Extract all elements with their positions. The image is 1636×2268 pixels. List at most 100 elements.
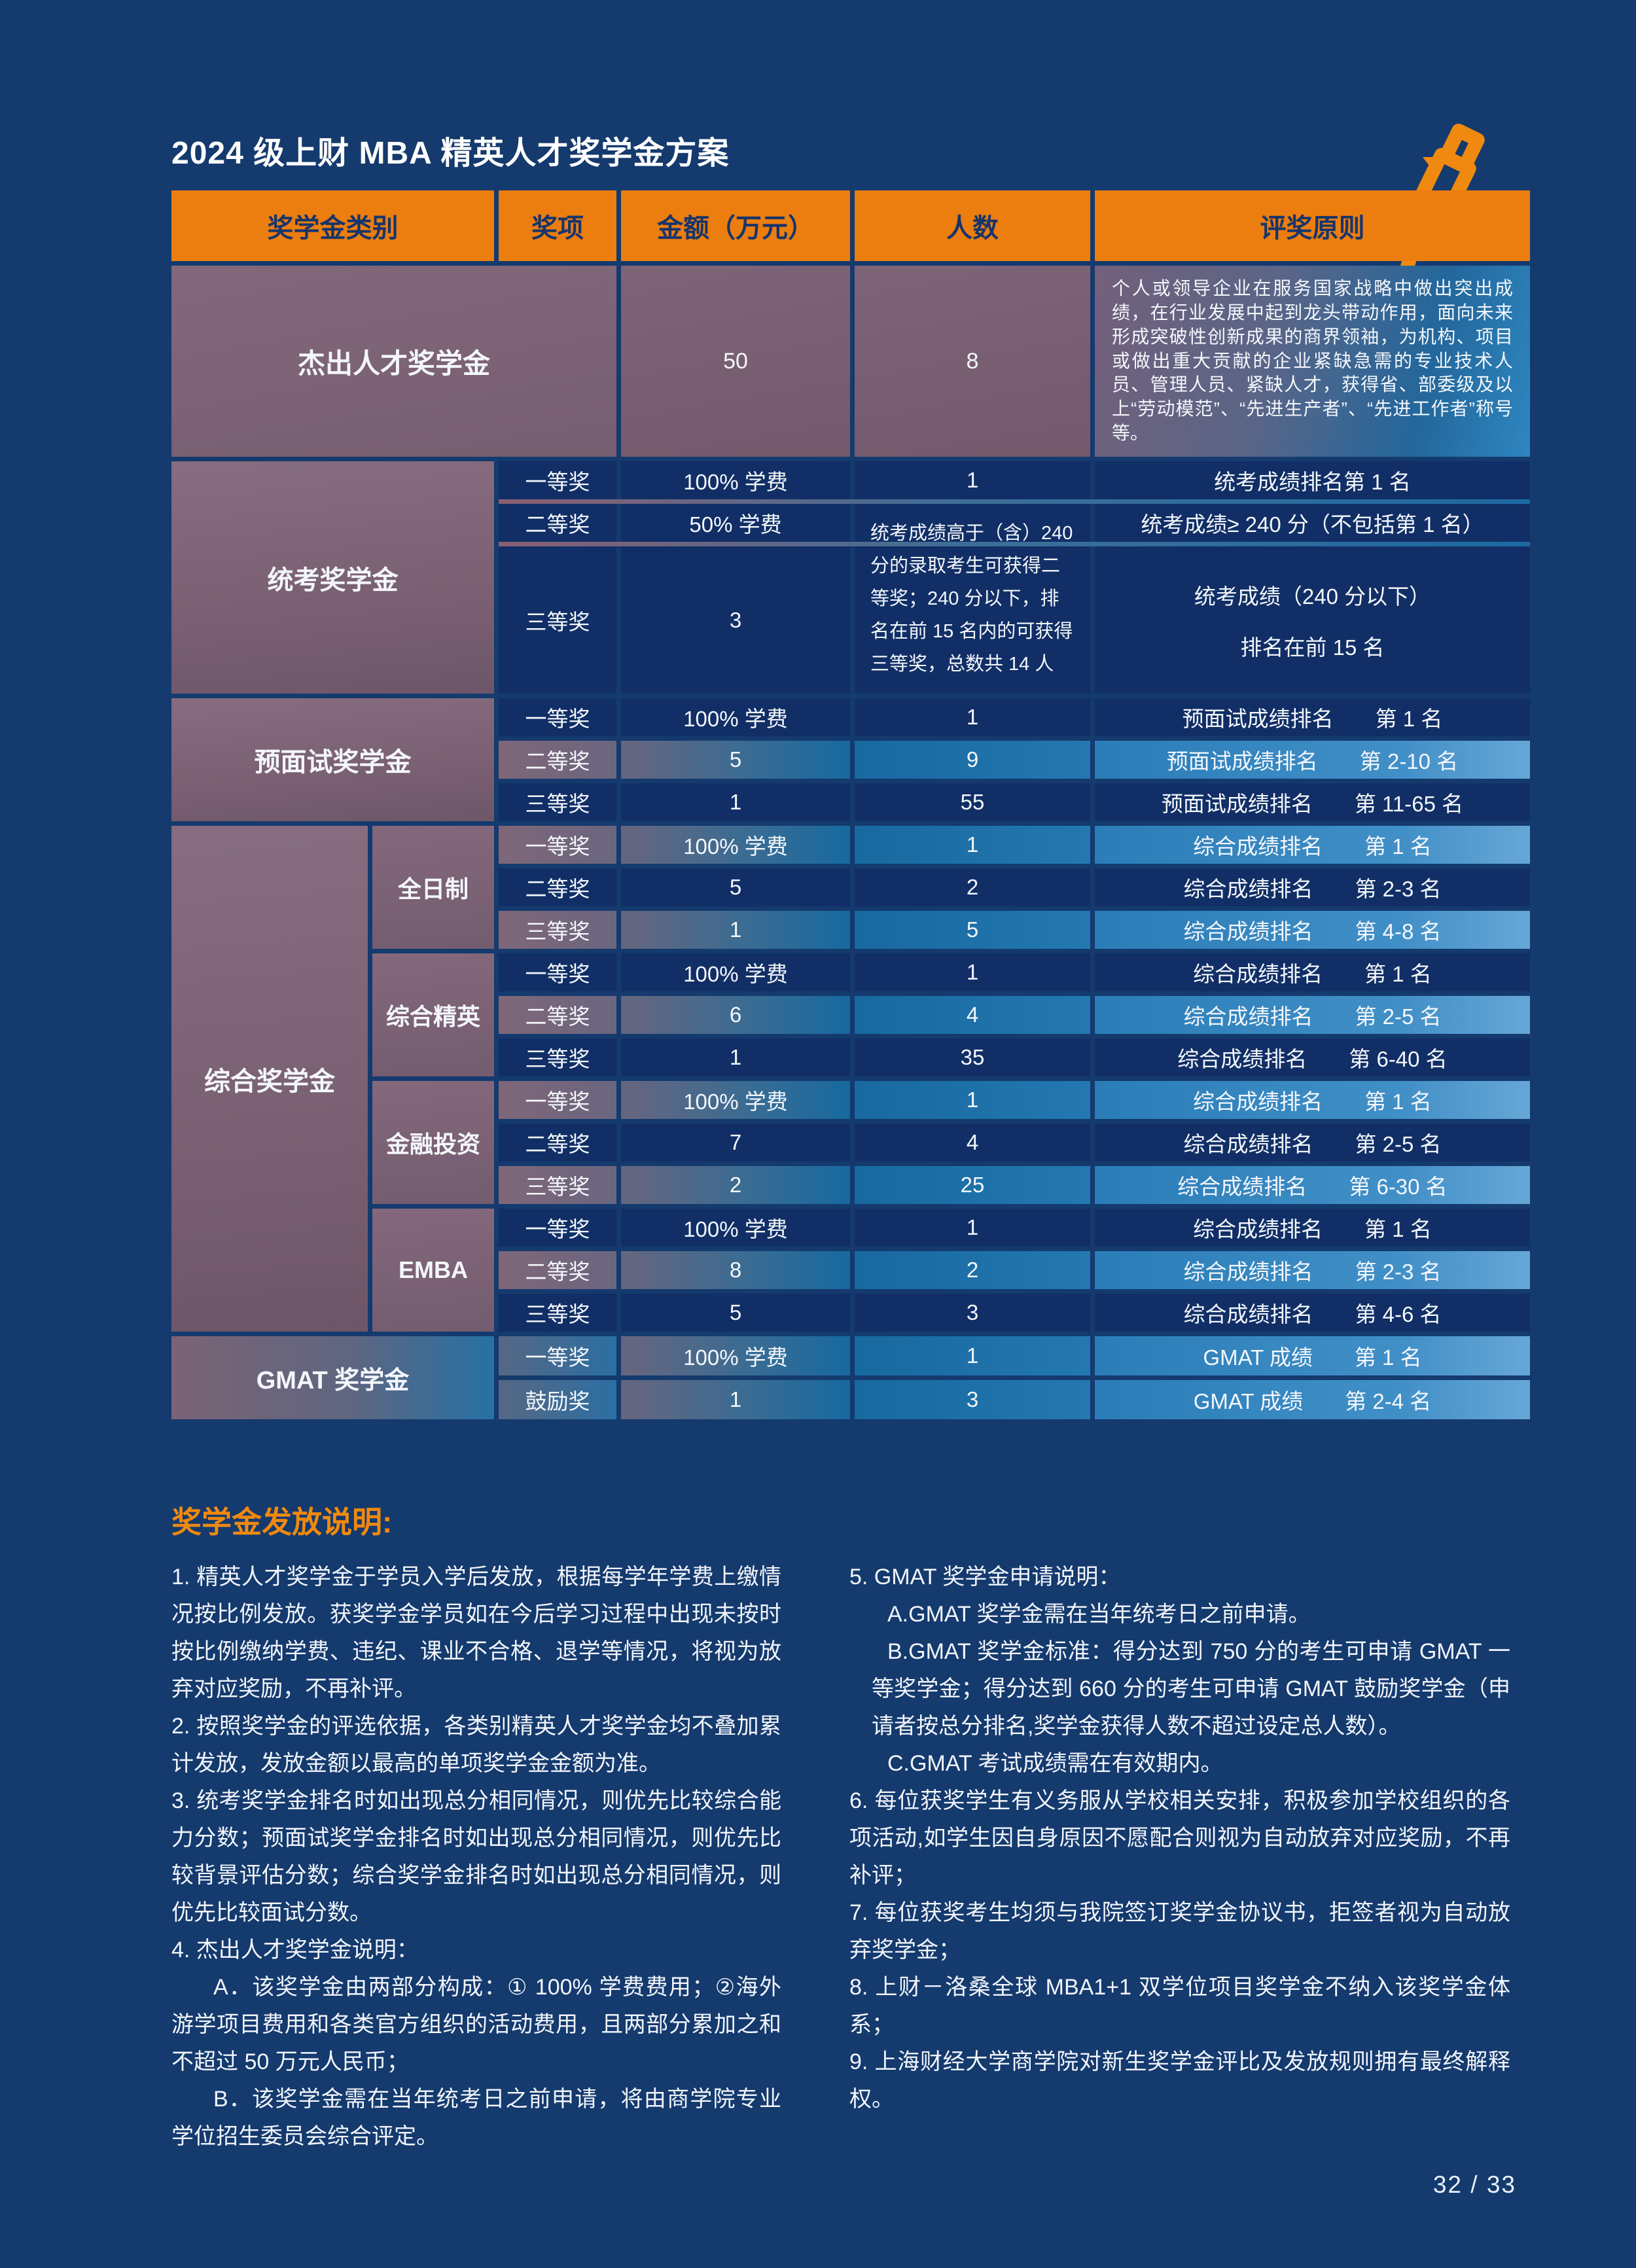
note-subitem: A．该奖学金由两部分构成：① 100% 学费费用；②海外游学项目费用和各类官方组… [171, 1975, 781, 2074]
prize-cell: 一等奖 [499, 1336, 616, 1375]
count-cell: 4 [855, 1124, 1090, 1161]
principle-cell: 统考成绩≥ 240 分（不包括第 1 名） [1095, 504, 1530, 542]
amount-cell: 1 [621, 1380, 850, 1419]
principle-cell: 综合成绩排名第 2-5 名 [1095, 1124, 1530, 1161]
note-item: 9. 上海财经大学商学院对新生奖学金评比及发放规则拥有最终解释权。 [849, 2049, 1510, 2112]
table-header-row: 奖学金类别 奖项 金额（万元） 人数 评奖原则 [171, 190, 1530, 261]
principle-cell: 预面试成绩排名第 2-10 名 [1095, 741, 1530, 779]
principle-cell: 综合成绩排名第 4-8 名 [1095, 911, 1530, 949]
notes-left-column: 1. 精英人才奖学金于学员入学后发放，根据每学年学费上缴情况按比例发放。获奖学金… [171, 1559, 781, 2155]
section-unified-exam: 统考奖学金 一等奖 100% 学费 1 统考成绩排名第 1 名 二等奖 50% … [171, 461, 1530, 694]
count-cell: 55 [855, 783, 1090, 821]
prize-cell: 三等奖 [499, 1166, 616, 1204]
amount-cell: 2 [621, 1166, 850, 1204]
count-cell: 1 [855, 953, 1090, 991]
prize-cell: 二等奖 [499, 996, 616, 1034]
amount-cell: 100% 学费 [621, 826, 850, 864]
count-cell: 2 [855, 868, 1090, 906]
note-item: 6. 每位获奖学生有义务服从学校相关安排，积极参加学校组织的各项活动,如学生因自… [849, 1788, 1510, 1888]
amount-cell: 6 [621, 996, 850, 1034]
note-item: 1. 精英人才奖学金于学员入学后发放，根据每学年学费上缴情况按比例发放。获奖学金… [171, 1565, 781, 1701]
principle-cell: 综合成绩排名第 1 名 [1095, 953, 1530, 991]
subcategory-label: EMBA [372, 1209, 494, 1332]
note-item: 2. 按照奖学金的评选依据，各类别精英人才奖学金均不叠加累计发放，发放金额以最高… [171, 1714, 781, 1776]
prize-cell: 三等奖 [499, 1038, 616, 1076]
prize-cell: 二等奖 [499, 1251, 616, 1289]
amount-cell: 100% 学费 [621, 1209, 850, 1247]
principle-cell: 个人或领导企业在服务国家战略中做出突出成绩，在行业发展中起到龙头带动作用，面向未… [1095, 266, 1530, 457]
amount-cell: 100% 学费 [621, 1336, 850, 1375]
amount-cell: 1 [621, 1038, 850, 1076]
section-outstanding-talent: 杰出人才奖学金 50 8 个人或领导企业在服务国家战略中做出突出成绩，在行业发展… [171, 266, 1530, 457]
subcategory-label: 综合精英 [372, 953, 494, 1076]
amount-cell: 5 [621, 868, 850, 906]
note-subitem: B.GMAT 奖学金标准：得分达到 750 分的考生可申请 GMAT 一等奖学金… [872, 1639, 1510, 1739]
notes-right-column: 5. GMAT 奖学金申请说明： A.GMAT 奖学金需在当年统考日之前申请。 … [849, 1559, 1510, 2118]
subcategory-label: 全日制 [372, 826, 494, 949]
amount-cell: 5 [621, 1294, 850, 1332]
column-header-category: 奖学金类别 [171, 190, 494, 261]
principle-cell: 预面试成绩排名第 1 名 [1095, 698, 1530, 736]
prize-cell: 鼓励奖 [499, 1380, 616, 1419]
amount-cell: 100% 学费 [621, 1081, 850, 1119]
count-cell: 25 [855, 1166, 1090, 1204]
amount-cell: 100% 学费 [621, 953, 850, 991]
prize-cell: 三等奖 [499, 1294, 616, 1332]
scholarship-table: 奖学金类别 奖项 金额（万元） 人数 评奖原则 杰出人才奖学金 50 8 个人或… [171, 190, 1530, 1419]
note-item: 5. GMAT 奖学金申请说明： [849, 1565, 1121, 1589]
category-label: 杰出人才奖学金 [171, 266, 616, 457]
prize-cell: 一等奖 [499, 826, 616, 864]
page-title: 2024 级上财 MBA 精英人才奖学金方案 [171, 136, 730, 171]
column-header-principle: 评奖原则 [1095, 190, 1530, 261]
principle-cell: 综合成绩排名第 1 名 [1095, 1209, 1530, 1247]
amount-cell: 100% 学费 [621, 461, 850, 499]
count-cell: 1 [855, 1336, 1090, 1375]
principle-cell: 统考成绩排名第 1 名 [1095, 461, 1530, 499]
merged-count-cell: 统考成绩高于（含）240 分的录取考生可获得二等奖；240 分以下，排名在前 1… [855, 504, 1090, 694]
count-cell: 1 [855, 826, 1090, 864]
category-label: 综合奖学金 [171, 826, 368, 1332]
notes-heading: 奖学金发放说明: [171, 1505, 393, 1539]
amount-cell: 7 [621, 1124, 850, 1161]
amount-cell: 1 [621, 783, 850, 821]
prize-cell: 二等奖 [499, 741, 616, 779]
count-cell: 1 [855, 461, 1090, 499]
note-item: 7. 每位获奖考生均须与我院签订奖学金协议书，拒签者视为自动放弃奖学金； [849, 1900, 1510, 1962]
note-item: 4. 杰出人才奖学金说明： [171, 1938, 419, 1962]
note-subitem: C.GMAT 考试成绩需在有效期内。 [887, 1751, 1223, 1776]
count-cell: 1 [855, 1209, 1090, 1247]
principle-cell: 综合成绩排名第 1 名 [1095, 1081, 1530, 1119]
count-cell: 4 [855, 996, 1090, 1034]
note-item: 3. 统考奖学金排名时如出现总分相同情况，则优先比较综合能力分数；预面试奖学金排… [171, 1788, 781, 1925]
principle-cell: GMAT 成绩第 2-4 名 [1095, 1380, 1530, 1419]
note-subitem: B．该奖学金需在当年统考日之前申请，将由商学院专业学位招生委员会综合评定。 [171, 2087, 781, 2149]
prize-cell: 一等奖 [499, 953, 616, 991]
amount-cell: 50% 学费 [621, 504, 850, 542]
prize-cell: 二等奖 [499, 868, 616, 906]
principle-cell: 综合成绩排名第 2-3 名 [1095, 1251, 1530, 1289]
count-cell: 1 [855, 1081, 1090, 1119]
amount-cell: 100% 学费 [621, 698, 850, 736]
amount-cell: 50 [621, 266, 850, 457]
principle-cell: 综合成绩排名第 4-6 名 [1095, 1294, 1530, 1332]
count-cell: 8 [855, 266, 1090, 457]
count-cell: 5 [855, 911, 1090, 949]
prize-cell: 三等奖 [499, 911, 616, 949]
prize-cell: 一等奖 [499, 698, 616, 736]
page-number: 32 / 33 [1432, 2171, 1516, 2198]
category-label: 预面试奖学金 [171, 698, 494, 821]
section-gmat: GMAT 奖学金 一等奖 100% 学费 1 GMAT 成绩第 1 名 鼓励奖 … [171, 1336, 1530, 1419]
down-triangle-indicator [1423, 157, 1446, 173]
principle-cell: 统考成绩（240 分以下） 排名在前 15 名 [1095, 546, 1530, 694]
count-cell: 3 [855, 1294, 1090, 1332]
count-cell: 2 [855, 1251, 1090, 1289]
principle-cell: 综合成绩排名第 2-3 名 [1095, 868, 1530, 906]
prize-cell: 三等奖 [499, 783, 616, 821]
prize-cell: 一等奖 [499, 461, 616, 499]
column-header-count: 人数 [855, 190, 1090, 261]
count-cell: 35 [855, 1038, 1090, 1076]
subcategory-label: 金融投资 [372, 1081, 494, 1204]
principle-cell: 综合成绩排名第 1 名 [1095, 826, 1530, 864]
category-label: GMAT 奖学金 [171, 1336, 494, 1419]
principle-cell: 综合成绩排名第 6-40 名 [1095, 1038, 1530, 1076]
